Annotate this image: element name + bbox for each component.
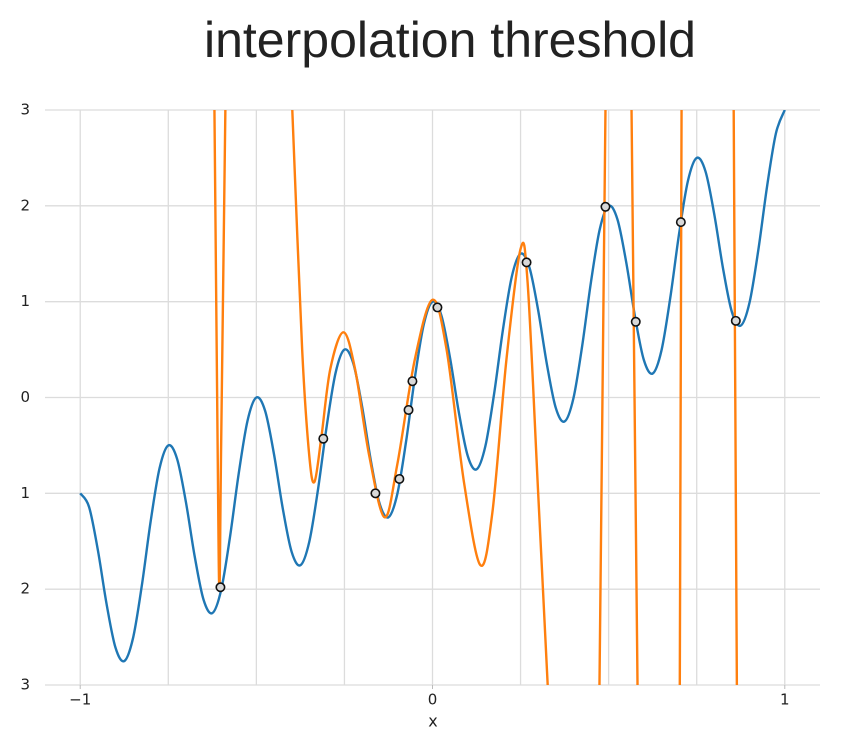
x-tick-label: 0 bbox=[428, 691, 438, 709]
x-axis-label: x bbox=[428, 712, 437, 731]
y-tick-label: 2 bbox=[20, 196, 30, 214]
y-tick-label: 3 bbox=[20, 676, 30, 694]
data-point bbox=[403, 404, 414, 415]
data-point bbox=[521, 257, 532, 268]
x-tick-label: 1 bbox=[780, 691, 790, 709]
data-point bbox=[394, 473, 405, 484]
y-tick-label: 3 bbox=[20, 101, 30, 119]
y-tick-label: 2 bbox=[20, 580, 30, 598]
data-point bbox=[600, 201, 611, 212]
x-tick-label: −1 bbox=[69, 691, 91, 709]
data-point bbox=[407, 376, 418, 387]
data-point bbox=[318, 433, 329, 444]
data-point bbox=[215, 582, 226, 593]
y-tick-label: 1 bbox=[20, 292, 30, 310]
chart-title: interpolation threshold bbox=[204, 12, 696, 68]
data-point bbox=[730, 315, 741, 326]
data-point bbox=[370, 488, 381, 499]
data-point bbox=[630, 316, 641, 327]
data-point bbox=[432, 302, 443, 313]
y-tick-label: 1 bbox=[20, 484, 30, 502]
line bbox=[79, 110, 786, 663]
data-point bbox=[675, 217, 686, 228]
y-tick-label: 0 bbox=[20, 388, 30, 406]
marks bbox=[79, 110, 786, 685]
